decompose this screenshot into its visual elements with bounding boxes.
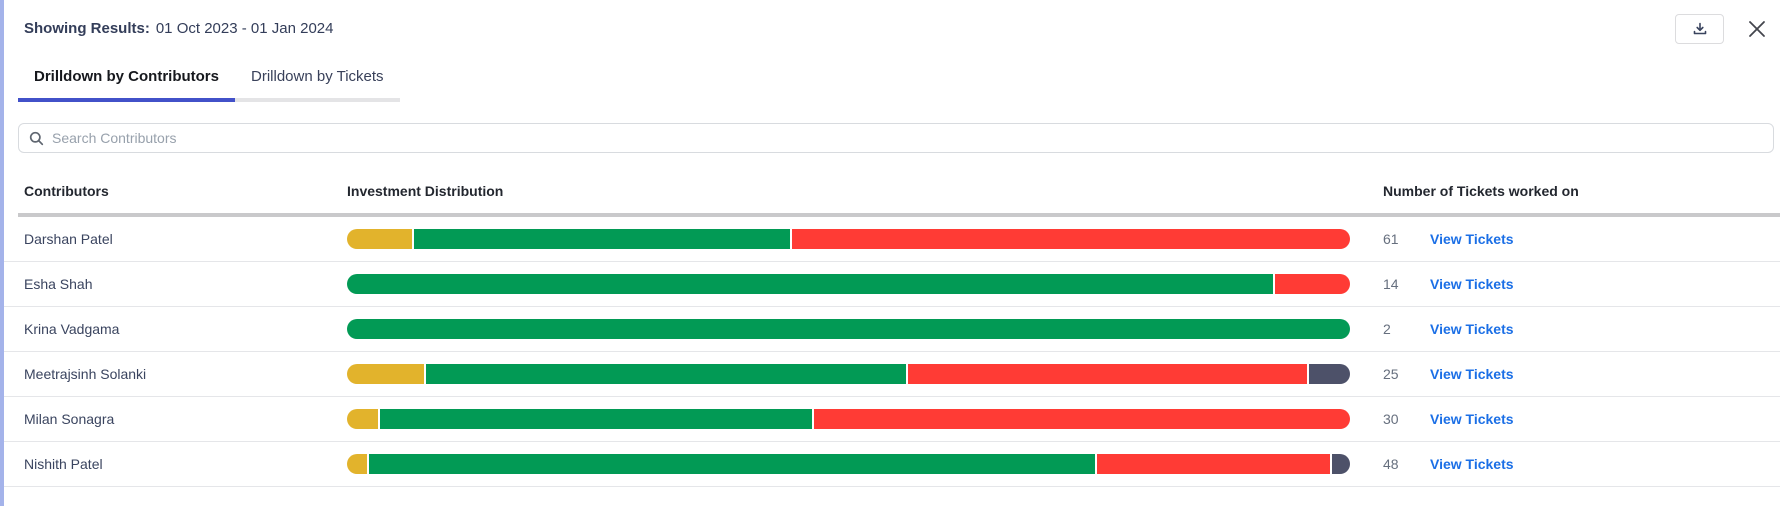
tab-drilldown-by-contributors[interactable]: Drilldown by Contributors bbox=[18, 68, 235, 102]
view-tickets-link[interactable]: View Tickets bbox=[1430, 366, 1514, 382]
contributor-name: Milan Sonagra bbox=[24, 411, 115, 427]
bar-segment-slate bbox=[1308, 364, 1350, 384]
bar-segment-red bbox=[1274, 274, 1350, 294]
bar-segment-red bbox=[814, 409, 1350, 429]
tickets-cell: 2 View Tickets bbox=[1350, 321, 1780, 337]
bar-segment-red bbox=[907, 364, 1307, 384]
view-tickets-link[interactable]: View Tickets bbox=[1430, 456, 1514, 472]
search-box bbox=[18, 123, 1774, 153]
column-header-tickets-worked-on: Number of Tickets worked on bbox=[1383, 183, 1579, 199]
column-header-contributors: Contributors bbox=[24, 183, 109, 199]
ticket-count: 2 bbox=[1383, 321, 1391, 337]
showing-results-text: Showing Results: 01 Oct 2023 - 01 Jan 202… bbox=[24, 14, 333, 37]
bar-segment-yellow bbox=[347, 409, 379, 429]
bar-segment-green bbox=[426, 364, 906, 384]
contributor-name: Esha Shah bbox=[24, 276, 93, 292]
investment-distribution-bar bbox=[347, 409, 1350, 429]
bar-segment-yellow bbox=[347, 229, 413, 249]
investment-distribution-bar bbox=[347, 319, 1350, 339]
view-tickets-link[interactable]: View Tickets bbox=[1430, 231, 1514, 247]
contributor-name: Krina Vadgama bbox=[24, 321, 120, 337]
table-header-row: Contributors Investment Distribution Num… bbox=[0, 183, 1780, 213]
panel-left-accent-border bbox=[0, 0, 4, 506]
bar-segment-green bbox=[347, 319, 1350, 339]
tickets-cell: 14 View Tickets bbox=[1350, 276, 1780, 292]
contributor-name: Nishith Patel bbox=[24, 456, 103, 472]
column-header-investment-distribution: Investment Distribution bbox=[347, 183, 504, 199]
view-tickets-link[interactable]: View Tickets bbox=[1430, 411, 1514, 427]
search-icon bbox=[29, 131, 44, 146]
top-actions bbox=[1675, 14, 1768, 44]
ticket-count: 30 bbox=[1383, 411, 1399, 427]
ticket-count: 25 bbox=[1383, 366, 1399, 382]
tickets-cell: 30 View Tickets bbox=[1350, 411, 1780, 427]
search-contributors-input[interactable] bbox=[52, 130, 1773, 146]
investment-distribution-bar bbox=[347, 364, 1350, 384]
showing-results-label: Showing Results: bbox=[24, 20, 150, 37]
tickets-cell: 61 View Tickets bbox=[1350, 231, 1780, 247]
investment-distribution-bar bbox=[347, 454, 1350, 474]
table-row: Meetrajsinh Solanki 25 View Tickets bbox=[0, 352, 1780, 397]
view-tickets-link[interactable]: View Tickets bbox=[1430, 321, 1514, 337]
bar-segment-yellow bbox=[347, 364, 425, 384]
contributor-name: Darshan Patel bbox=[24, 231, 113, 247]
bar-segment-slate bbox=[1331, 454, 1350, 474]
tickets-cell: 25 View Tickets bbox=[1350, 366, 1780, 382]
bar-segment-red bbox=[792, 229, 1350, 249]
drilldown-tabs: Drilldown by Contributors Drilldown by T… bbox=[18, 68, 1792, 102]
bar-segment-green bbox=[380, 409, 813, 429]
close-icon bbox=[1746, 18, 1768, 40]
tab-drilldown-by-tickets[interactable]: Drilldown by Tickets bbox=[235, 68, 400, 102]
investment-distribution-bar bbox=[347, 229, 1350, 249]
close-button[interactable] bbox=[1746, 18, 1768, 40]
table-row: Nishith Patel 48 View Tickets bbox=[0, 442, 1780, 487]
contributors-table-body: Darshan Patel 61 View Tickets Esha Shah … bbox=[0, 217, 1792, 487]
bar-segment-green bbox=[414, 229, 791, 249]
view-tickets-link[interactable]: View Tickets bbox=[1430, 276, 1514, 292]
download-button[interactable] bbox=[1675, 14, 1724, 44]
ticket-count: 14 bbox=[1383, 276, 1399, 292]
bar-segment-green bbox=[347, 274, 1273, 294]
download-icon bbox=[1692, 21, 1708, 37]
bar-segment-yellow bbox=[347, 454, 368, 474]
contributor-name: Meetrajsinh Solanki bbox=[24, 366, 147, 382]
table-row: Esha Shah 14 View Tickets bbox=[0, 262, 1780, 307]
table-header-divider bbox=[18, 213, 1780, 217]
table-row: Milan Sonagra 30 View Tickets bbox=[0, 397, 1780, 442]
table-row: Krina Vadgama 2 View Tickets bbox=[0, 307, 1780, 352]
ticket-count: 48 bbox=[1383, 456, 1399, 472]
date-range-value: 01 Oct 2023 - 01 Jan 2024 bbox=[155, 20, 334, 37]
investment-distribution-bar bbox=[347, 274, 1350, 294]
bar-segment-green bbox=[369, 454, 1096, 474]
table-row: Darshan Patel 61 View Tickets bbox=[0, 217, 1780, 262]
top-bar: Showing Results: 01 Oct 2023 - 01 Jan 202… bbox=[0, 0, 1792, 44]
ticket-count: 61 bbox=[1383, 231, 1399, 247]
tickets-cell: 48 View Tickets bbox=[1350, 456, 1780, 472]
bar-segment-red bbox=[1097, 454, 1330, 474]
